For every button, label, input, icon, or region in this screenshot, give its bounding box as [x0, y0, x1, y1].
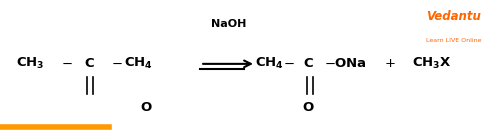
Text: $\mathregular{ONa}$: $\mathregular{ONa}$: [334, 57, 367, 70]
Text: $\mathregular{C}$: $\mathregular{C}$: [303, 57, 314, 70]
Text: $-$: $-$: [61, 57, 73, 70]
Text: $\mathregular{CH_3}$: $\mathregular{CH_3}$: [16, 56, 44, 71]
Text: Vedantu: Vedantu: [426, 10, 481, 23]
Text: Learn LIVE Online: Learn LIVE Online: [426, 38, 482, 43]
Text: $\mathregular{O}$: $\mathregular{O}$: [302, 101, 315, 114]
Text: $\mathregular{CH_4}$: $\mathregular{CH_4}$: [124, 56, 153, 71]
Text: $-$: $-$: [283, 57, 295, 70]
Text: $\mathregular{C}$: $\mathregular{C}$: [84, 57, 95, 70]
Text: NaOH: NaOH: [210, 19, 246, 29]
Text: $\mathregular{CH_4}$: $\mathregular{CH_4}$: [255, 56, 284, 71]
Text: $-$: $-$: [324, 57, 335, 70]
Text: $-$: $-$: [111, 57, 123, 70]
Text: $\mathregular{CH_3X}$: $\mathregular{CH_3X}$: [412, 56, 452, 71]
Text: $+$: $+$: [384, 57, 396, 70]
Text: $\mathregular{O}$: $\mathregular{O}$: [140, 101, 152, 114]
